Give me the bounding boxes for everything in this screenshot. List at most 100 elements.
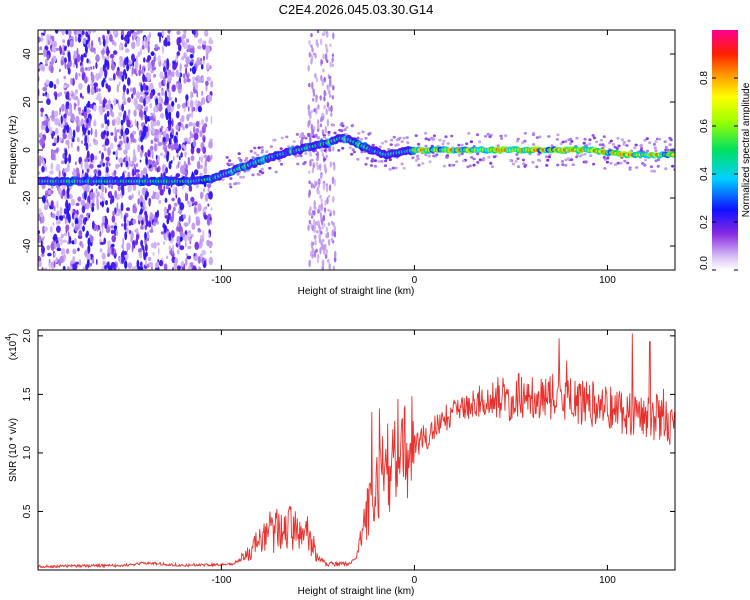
spectrogram-cell xyxy=(559,142,563,146)
spectrogram-cell xyxy=(41,165,45,173)
spectrogram-cell xyxy=(128,184,132,192)
spectrogram-cell xyxy=(351,148,355,152)
spectrogram-cell xyxy=(78,82,83,91)
spectrogram-cell xyxy=(645,149,650,153)
spectrogram-cell xyxy=(177,161,180,169)
spectrogram-cell xyxy=(87,100,91,107)
spectrogram-cell xyxy=(133,109,137,117)
spectrogram-cell xyxy=(492,155,496,159)
spectrogram-cell xyxy=(180,164,185,174)
spectrogram-cell xyxy=(110,225,115,229)
spectrogram-cell xyxy=(318,165,321,169)
spectrogram-cell xyxy=(601,143,605,147)
spectrogram-cell xyxy=(190,59,194,63)
spectrogram-cell xyxy=(172,266,174,270)
spectrogram-cell xyxy=(122,84,126,93)
spectrogram-cell xyxy=(86,108,91,114)
spectrogram-cell xyxy=(48,81,54,88)
spectrogram-cell xyxy=(107,191,112,199)
spectrogram-cell xyxy=(142,73,146,83)
spectrogram-cell xyxy=(325,184,329,193)
spectrogram-cell xyxy=(236,172,240,176)
spectrogram-cell xyxy=(144,231,147,241)
spectrogram-cell xyxy=(137,198,140,205)
spectrogram-cell xyxy=(143,36,146,42)
spectrogram-cell xyxy=(591,134,595,137)
spectrogram-cell xyxy=(161,45,165,54)
snr-x-ticks: -100 0 100 xyxy=(211,330,616,586)
snr-x-tick-label: -100 xyxy=(211,575,231,586)
spectrogram-cell xyxy=(164,71,168,76)
spectrogram-cell xyxy=(548,153,552,157)
spectrogram-cell xyxy=(569,137,573,141)
spectrogram-cell xyxy=(157,247,160,255)
spectrogram-cell xyxy=(185,94,189,101)
spectrogram-cell xyxy=(239,175,243,179)
spectrogram-cell xyxy=(58,215,64,221)
spectrogram-cell xyxy=(137,214,143,221)
spectrogram-cell xyxy=(325,108,328,116)
spectrogram-cell xyxy=(308,39,311,46)
spectrogram-cell xyxy=(115,163,119,170)
spectrogram-cell xyxy=(544,155,549,159)
spectrogram-cell xyxy=(110,198,112,205)
spectrogram-cell xyxy=(417,142,421,146)
spectrogram-cell xyxy=(457,153,461,157)
spectrogram-cell xyxy=(163,224,167,234)
spectrogram-cell xyxy=(406,141,410,145)
spectrogram-cell xyxy=(642,162,646,166)
spectrogram-cell xyxy=(172,60,176,65)
spectrogram-cell xyxy=(319,247,322,255)
spectrogram-cell xyxy=(627,139,631,143)
spectrogram-cell xyxy=(229,177,233,180)
spectrogram-cell xyxy=(147,61,152,70)
spectrogram-cell xyxy=(157,137,160,144)
spectrogram-cell xyxy=(205,116,209,123)
spectrogram-cell xyxy=(196,147,201,154)
spectrogram-cell xyxy=(122,100,127,105)
spectrogram-cell xyxy=(319,95,322,101)
spectrogram-cell xyxy=(124,260,128,270)
spectrogram-cell xyxy=(127,77,131,86)
spectrogram-cell xyxy=(163,184,166,192)
spectrogram-cell xyxy=(59,137,63,141)
spectrogram-cell xyxy=(101,225,104,234)
spectrogram-cell xyxy=(327,222,331,227)
colorbar-gradient xyxy=(712,30,738,270)
spectrogram-cell xyxy=(143,93,146,100)
spectrogram-cell xyxy=(202,59,205,65)
colorbar-tick-label: 0.0 xyxy=(699,256,710,270)
spectrogram-cell xyxy=(500,137,504,140)
spectrogram-cell xyxy=(174,186,178,196)
spectrogram-cell xyxy=(72,170,77,177)
spectrogram-cell xyxy=(199,164,203,169)
spectrogram-cell xyxy=(200,64,204,70)
spectrogram-cell xyxy=(478,158,482,162)
spectrogram-cell xyxy=(108,105,111,110)
spectrogram-cell xyxy=(171,128,174,136)
spectrogram-cell xyxy=(320,74,323,81)
spectrogram-cell xyxy=(309,111,312,120)
spectrogram-cell xyxy=(67,30,72,37)
spectrogram-cell xyxy=(203,123,208,128)
spectrogram-cell xyxy=(74,238,77,245)
spectrogram-cell xyxy=(155,261,159,269)
snr-x-label: Height of straight line (km) xyxy=(298,586,415,597)
spectrogram-cell xyxy=(287,145,291,149)
spectrogram-cell xyxy=(194,169,199,176)
spectrogram-cell xyxy=(134,118,137,127)
spectrogram-cell xyxy=(321,225,324,230)
spectrogram-cell xyxy=(537,158,541,162)
spectrogram-cell xyxy=(65,248,70,255)
spectrogram-cell xyxy=(535,165,539,169)
spectrogram-cell xyxy=(164,97,168,104)
spectrogram-cell xyxy=(41,33,43,43)
spectrogram-cell xyxy=(185,67,188,76)
spectrogram-cell xyxy=(125,128,129,135)
spectrogram-cell xyxy=(118,105,122,111)
spectrogram-cell xyxy=(89,235,94,243)
spectrogram-cell xyxy=(316,30,320,34)
spectrogram-cell xyxy=(83,109,88,119)
spectrogram-cell xyxy=(111,215,116,223)
spectrogram-cell xyxy=(622,141,626,144)
